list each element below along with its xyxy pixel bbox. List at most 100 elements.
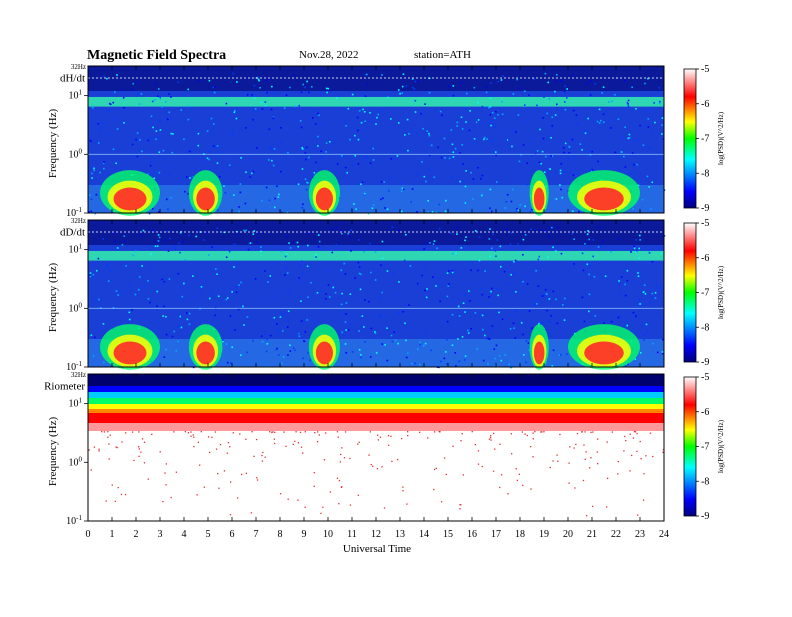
heatmap-cell bbox=[287, 354, 289, 356]
heatmap-cell bbox=[266, 338, 268, 341]
heatmap-cell bbox=[381, 240, 384, 243]
heatmap-cell bbox=[639, 124, 641, 127]
colorbar-tick-label: -6 bbox=[701, 253, 709, 264]
heatmap-cell bbox=[541, 295, 544, 297]
heatmap-cell bbox=[464, 294, 466, 297]
heatmap-cell bbox=[116, 128, 119, 130]
heatmap-cell bbox=[317, 431, 319, 433]
heatmap-cell bbox=[564, 142, 567, 145]
heatmap-cell bbox=[169, 237, 171, 240]
heatmap-cell bbox=[623, 155, 625, 158]
heatmap-cell bbox=[426, 130, 429, 132]
heatmap-cell bbox=[617, 118, 620, 121]
heatmap-cell bbox=[125, 432, 127, 434]
heatmap-cell bbox=[614, 93, 616, 96]
heatmap-cell bbox=[304, 152, 307, 154]
heatmap-cell bbox=[624, 435, 626, 438]
heatmap-cell bbox=[187, 432, 190, 434]
heatmap-cell bbox=[264, 333, 266, 335]
heatmap-cell bbox=[422, 245, 425, 248]
heatmap-cell bbox=[489, 303, 491, 306]
heatmap-cell bbox=[629, 470, 631, 472]
heatmap-cell bbox=[344, 166, 347, 169]
heatmap-cell bbox=[213, 146, 216, 149]
heatmap-cell bbox=[295, 431, 297, 433]
heatmap-cell bbox=[370, 463, 372, 466]
heatmap-cell bbox=[305, 146, 308, 149]
heatmap-cell bbox=[494, 151, 497, 153]
heatmap-cell bbox=[149, 301, 151, 304]
heatmap-cell bbox=[107, 280, 110, 282]
heatmap-cell bbox=[512, 322, 515, 325]
heatmap-cell bbox=[411, 362, 413, 365]
heatmap-cell bbox=[511, 145, 513, 148]
heatmap-cell bbox=[165, 348, 167, 351]
heatmap-cell bbox=[204, 160, 207, 162]
heatmap-cell bbox=[524, 433, 526, 435]
heatmap-cell bbox=[335, 97, 338, 99]
heatmap-cell bbox=[544, 294, 547, 296]
heatmap-cell bbox=[551, 365, 554, 367]
heatmap-cell bbox=[556, 322, 559, 325]
heatmap-cell bbox=[490, 124, 492, 127]
heatmap-cell bbox=[581, 149, 583, 151]
heatmap-cell bbox=[177, 315, 180, 318]
heatmap-cell bbox=[187, 150, 189, 152]
heatmap-cell bbox=[299, 333, 301, 336]
heatmap-cell bbox=[182, 299, 185, 301]
heatmap-cell bbox=[638, 234, 641, 237]
heatmap-cell bbox=[390, 157, 393, 160]
heatmap-cell bbox=[388, 189, 390, 192]
heatmap-cell bbox=[564, 85, 567, 88]
heatmap-cell bbox=[565, 353, 568, 355]
heatmap-cell bbox=[167, 250, 170, 252]
heatmap-cell bbox=[433, 172, 436, 174]
heatmap-cell bbox=[659, 100, 661, 103]
colorbar-tick-label: -5 bbox=[701, 372, 709, 383]
heatmap-cell bbox=[308, 91, 310, 94]
heatmap-cell bbox=[281, 362, 283, 365]
heatmap-cell bbox=[641, 198, 644, 201]
heatmap-cell bbox=[299, 431, 302, 434]
heatmap-cell bbox=[231, 346, 234, 349]
heatmap-cell bbox=[268, 128, 271, 131]
heatmap-band bbox=[88, 409, 664, 413]
heatmap-cell bbox=[159, 129, 162, 131]
x-tick-label: 14 bbox=[419, 529, 429, 540]
heatmap-cell bbox=[91, 105, 94, 108]
heatmap-cell bbox=[229, 446, 231, 448]
heatmap-cell bbox=[269, 431, 271, 433]
heatmap-cell bbox=[479, 300, 482, 303]
heatmap-cell bbox=[131, 431, 134, 433]
heatmap-cell bbox=[632, 207, 635, 210]
heatmap-cell bbox=[586, 263, 589, 266]
heatmap-cell bbox=[560, 162, 563, 165]
heatmap-cell bbox=[627, 103, 629, 105]
heatmap-band bbox=[88, 398, 664, 404]
heatmap-cell bbox=[414, 111, 417, 113]
heatmap-cell bbox=[245, 127, 247, 129]
heatmap-cell bbox=[386, 327, 388, 330]
heatmap-cell bbox=[341, 331, 344, 334]
heatmap-cell bbox=[581, 296, 584, 299]
heatmap-cell bbox=[658, 102, 661, 105]
heatmap-cell bbox=[440, 501, 443, 503]
heatmap-cell bbox=[121, 243, 124, 246]
heatmap-cell bbox=[345, 329, 348, 331]
heatmap-cell bbox=[151, 282, 153, 284]
heatmap-cell bbox=[339, 461, 342, 463]
heatmap-cell bbox=[287, 151, 289, 154]
heatmap-cell bbox=[588, 293, 591, 296]
heatmap-cell bbox=[505, 201, 508, 203]
heatmap-cell bbox=[522, 333, 524, 336]
heatmap-cell bbox=[212, 145, 215, 147]
heatmap-cell bbox=[421, 161, 423, 163]
heatmap-cell bbox=[361, 181, 364, 184]
heatmap-cell bbox=[226, 297, 229, 299]
heatmap-cell bbox=[489, 207, 491, 210]
heatmap-cell bbox=[180, 326, 183, 329]
heatmap-cell bbox=[438, 431, 440, 433]
heatmap-cell bbox=[261, 454, 263, 457]
heatmap-cell bbox=[344, 343, 347, 345]
